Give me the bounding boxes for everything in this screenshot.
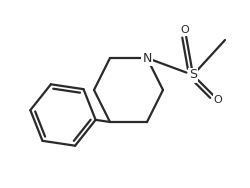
Text: S: S (189, 68, 197, 82)
Text: N: N (142, 52, 152, 64)
Text: O: O (180, 25, 190, 35)
Text: O: O (214, 95, 222, 105)
